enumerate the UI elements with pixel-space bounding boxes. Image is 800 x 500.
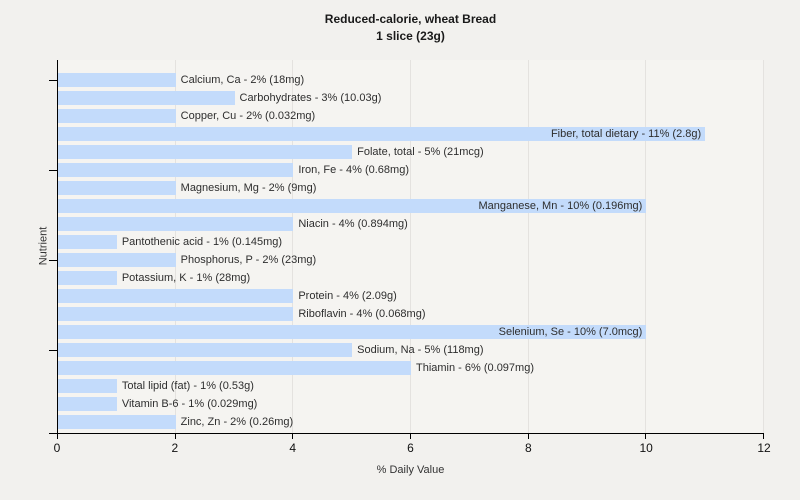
bar-folate-total xyxy=(58,145,353,159)
bar-label: Pantothenic acid - 1% (0.145mg) xyxy=(121,236,283,248)
bar-sodium-na xyxy=(58,343,353,357)
bar-row: Iron, Fe - 4% (0.68mg) xyxy=(58,161,764,179)
bar-label: Phosphorus, P - 2% (23mg) xyxy=(180,254,317,266)
x-axis-tick xyxy=(57,434,58,439)
bar-label: Potassium, K - 1% (28mg) xyxy=(121,272,251,284)
bar-row: Selenium, Se - 10% (7.0mcg) xyxy=(58,323,764,341)
gridline-x-12 xyxy=(763,60,764,433)
x-tick-label-10: 10 xyxy=(639,441,653,455)
gridline-x-6 xyxy=(410,60,411,433)
bar-pantothenic-acid xyxy=(58,235,117,249)
bar-label: Total lipid (fat) - 1% (0.53g) xyxy=(121,380,254,392)
chart-subtitle: 1 slice (23g) xyxy=(376,29,445,43)
x-tick-label-4: 4 xyxy=(289,441,296,455)
gridline-x-10 xyxy=(645,60,647,433)
bar-niacin xyxy=(58,217,294,231)
bar-manganese-mn: Manganese, Mn - 10% (0.196mg) xyxy=(58,199,647,213)
gridline-x-2 xyxy=(174,60,176,433)
bar-row: Calcium, Ca - 2% (18mg) xyxy=(58,71,764,89)
bar-carbohydrates xyxy=(58,91,235,105)
y-axis-title: Nutrient xyxy=(37,226,50,266)
bar-label: Magnesium, Mg - 2% (9mg) xyxy=(180,182,317,194)
bar-total-lipid-fat xyxy=(58,379,117,393)
bar-row: Manganese, Mn - 10% (0.196mg) xyxy=(58,197,764,215)
x-axis-tick xyxy=(763,434,764,439)
x-tick-label-6: 6 xyxy=(407,441,414,455)
bar-label: Carbohydrates - 3% (10.03g) xyxy=(239,92,382,104)
bar-calcium-ca xyxy=(58,73,176,87)
plot-area: Calcium, Ca - 2% (18mg) Carbohydrates - 3… xyxy=(49,60,764,439)
bar-selenium-se: Selenium, Se - 10% (7.0mcg) xyxy=(58,325,647,339)
bar-label: Thiamin - 6% (0.097mg) xyxy=(416,362,534,374)
x-axis-tick xyxy=(645,434,647,439)
y-axis-tick xyxy=(49,260,58,261)
bar-label: Manganese, Mn - 10% (0.196mg) xyxy=(478,200,643,212)
bar-potassium-k xyxy=(58,271,117,285)
bar-row: Folate, total - 5% (21mcg) xyxy=(58,143,764,161)
bar-magnesium-mg xyxy=(58,181,176,195)
bar-label: Sodium, Na - 5% (118mg) xyxy=(357,344,484,356)
bar-label: Selenium, Se - 10% (7.0mcg) xyxy=(498,326,643,338)
x-axis-tick xyxy=(174,434,176,439)
bar-row: Copper, Cu - 2% (0.032mg) xyxy=(58,107,764,125)
bar-label: Fiber, total dietary - 11% (2.8g) xyxy=(550,128,702,140)
y-axis-tick xyxy=(49,170,58,171)
x-axis-tick xyxy=(410,434,411,439)
x-tick-label-0: 0 xyxy=(53,441,61,455)
bar-row: Carbohydrates - 3% (10.03g) xyxy=(58,89,764,107)
x-axis-tick xyxy=(527,434,529,439)
bar-row: Sodium, Na - 5% (118mg) xyxy=(58,341,764,359)
bar-row: Zinc, Zn - 2% (0.26mg) xyxy=(58,413,764,431)
y-axis-tick xyxy=(49,350,58,351)
bar-label: Iron, Fe - 4% (0.68mg) xyxy=(298,164,409,176)
bar-label: Calcium, Ca - 2% (18mg) xyxy=(180,74,305,86)
bar-label: Vitamin B-6 - 1% (0.029mg) xyxy=(121,398,258,410)
bar-label: Protein - 4% (2.09g) xyxy=(298,290,397,302)
bar-row: Riboflavin - 4% (0.068mg) xyxy=(58,305,764,323)
x-axis-tick xyxy=(292,434,294,439)
bar-row: Pantothenic acid - 1% (0.145mg) xyxy=(58,233,764,251)
bar-rows-container: Calcium, Ca - 2% (18mg) Carbohydrates - 3… xyxy=(58,71,764,431)
y-axis-tick xyxy=(49,433,58,434)
bar-row: Protein - 4% (2.09g) xyxy=(58,287,764,305)
bar-vitamin-b-6 xyxy=(58,397,117,411)
gridline-x-4 xyxy=(292,60,294,433)
bar-label: Niacin - 4% (0.894mg) xyxy=(298,218,408,230)
x-tick-label-2: 2 xyxy=(171,441,179,455)
bar-label: Copper, Cu - 2% (0.032mg) xyxy=(180,110,316,122)
x-tick-label-8: 8 xyxy=(524,441,532,455)
bar-row: Vitamin B-6 - 1% (0.029mg) xyxy=(58,395,764,413)
bar-label: Zinc, Zn - 2% (0.26mg) xyxy=(180,416,294,428)
x-tick-label-12: 12 xyxy=(757,441,771,455)
bar-row: Niacin - 4% (0.894mg) xyxy=(58,215,764,233)
bar-label: Riboflavin - 4% (0.068mg) xyxy=(298,308,426,320)
bar-row: Potassium, K - 1% (28mg) xyxy=(58,269,764,287)
x-axis-title: % Daily Value xyxy=(376,464,445,476)
y-axis-tick xyxy=(49,80,58,81)
bar-thiamin xyxy=(58,361,411,375)
bar-row: Magnesium, Mg - 2% (9mg) xyxy=(58,179,764,197)
bar-phosphorus-p xyxy=(58,253,176,267)
bar-zinc-zn xyxy=(58,415,176,429)
bar-label: Folate, total - 5% (21mcg) xyxy=(357,146,484,158)
bar-iron-fe xyxy=(58,163,294,177)
bar-copper-cu xyxy=(58,109,176,123)
chart-title: Reduced-calorie, wheat Bread xyxy=(324,12,497,26)
bar-row: Phosphorus, P - 2% (23mg) xyxy=(58,251,764,269)
gridline-x-8 xyxy=(527,60,529,433)
bar-protein xyxy=(58,289,294,303)
bar-row: Total lipid (fat) - 1% (0.53g) xyxy=(58,377,764,395)
bar-riboflavin xyxy=(58,307,294,321)
bar-fiber-total-dietary: Fiber, total dietary - 11% (2.8g) xyxy=(58,127,706,141)
bar-row: Fiber, total dietary - 11% (2.8g) xyxy=(58,125,764,143)
x-tick-labels: 0 2 4 6 8 10 12 xyxy=(53,441,771,455)
bar-row: Thiamin - 6% (0.097mg) xyxy=(58,359,764,377)
